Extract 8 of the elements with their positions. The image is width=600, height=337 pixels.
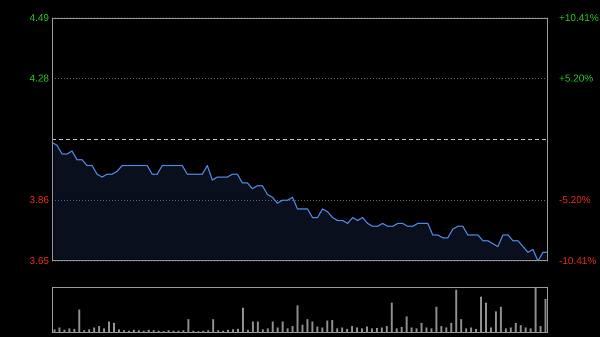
y-tick-label: 3.65 <box>30 256 50 267</box>
y2-tick-label: +5.20% <box>559 74 594 85</box>
y2-tick-label: -5.20% <box>559 194 591 206</box>
y-tick-label: 4.28 <box>30 74 50 84</box>
y2-tick-label: -10.41% <box>559 256 596 267</box>
y2-tick-label: +10.41% <box>559 12 599 24</box>
y-tick-label: 3.86 <box>30 195 50 206</box>
y-tick-label: 4.49 <box>30 12 50 24</box>
